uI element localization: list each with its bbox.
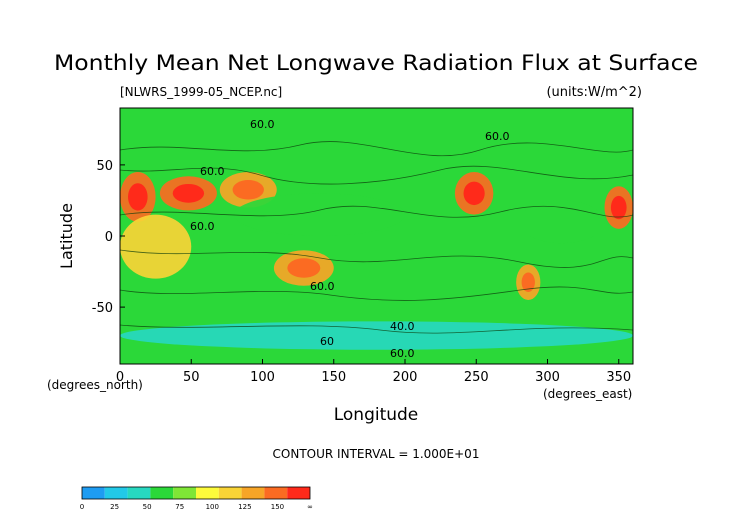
flux-region (120, 214, 192, 279)
colorbar-swatch (173, 487, 196, 499)
contour-line (120, 249, 633, 268)
flux-region-core (128, 183, 148, 211)
x-tick-label: 50 (183, 370, 200, 385)
colorbar-swatch (82, 487, 105, 499)
colorbar-swatch (264, 487, 288, 499)
colorbar-swatch (104, 487, 128, 499)
colorbar: 0 25 50 75 100 125 150 ∞ (80, 486, 313, 511)
contour-line (120, 141, 633, 157)
x-tick-label: 250 (464, 370, 489, 385)
colorbar-label: ∞ (307, 503, 313, 511)
x-axis-unit: (degrees_east) (543, 387, 632, 401)
contour-line (120, 286, 633, 301)
flux-region-core (521, 272, 535, 292)
x-tick-label: 350 (606, 370, 631, 385)
y-axis-unit: (degrees_north) (47, 378, 143, 392)
contour-label: 40.0 (390, 320, 415, 333)
units-label: (units:W/m^2) (546, 85, 642, 100)
colorbar-swatch (218, 487, 242, 499)
flux-region-core (172, 183, 205, 203)
colorbar-swatch (287, 487, 310, 499)
flux-region-core (463, 181, 485, 206)
colorbar-swatch (150, 487, 174, 499)
contour-label: 60.0 (390, 347, 415, 360)
x-tick-label: 100 (250, 370, 275, 385)
x-tick-label: 300 (535, 370, 560, 385)
chart-title: Monthly Mean Net Longwave Radiation Flux… (54, 51, 698, 75)
contour-label: 60.0 (310, 280, 335, 293)
y-axis-title: Latitude (57, 203, 76, 269)
colorbar-label: 75 (175, 503, 184, 511)
colorbar-label: 150 (271, 503, 284, 511)
y-tick-label: -50 (92, 301, 113, 316)
contour-label: 60.0 (250, 118, 275, 131)
colorbar-label: 100 (206, 503, 219, 511)
flux-region-core (610, 195, 627, 220)
contour-label: 60.0 (200, 165, 225, 178)
x-tick-label: 200 (393, 370, 418, 385)
colorbar-swatch (196, 487, 219, 499)
colorbar-label: 50 (143, 503, 152, 511)
contour-label: 60 (320, 335, 334, 348)
flux-region (234, 193, 405, 237)
flux-region-core (232, 180, 264, 200)
x-tick-label: 0 (116, 370, 124, 385)
colorbar-label: 0 (80, 503, 84, 511)
colorbar-label: 25 (110, 503, 119, 511)
flux-region-core (287, 258, 321, 278)
colorbar-label: 125 (238, 503, 251, 511)
contour-label: 60.0 (190, 220, 215, 233)
colorbar-frame (81, 486, 311, 500)
colorbar-swatch (241, 487, 265, 499)
colorbar-swatch (127, 487, 151, 499)
map-plot-area: 60.0 60.0 60.0 60.0 60.0 40.0 60 60.0 (120, 108, 633, 364)
y-tick-label: 50 (96, 159, 113, 174)
contour-interval: CONTOUR INTERVAL = 1.000E+01 (273, 447, 480, 461)
x-axis-title: Longitude (334, 405, 419, 425)
flux-region (120, 321, 633, 350)
x-tick-label: 150 (321, 370, 346, 385)
contour-line (120, 205, 633, 218)
contour-line (120, 324, 633, 334)
contour-label: 60.0 (485, 130, 510, 143)
contour-line (120, 165, 633, 185)
file-label: [NLWRS_1999-05_NCEP.nc] (120, 85, 282, 99)
y-tick-label: 0 (105, 230, 113, 245)
